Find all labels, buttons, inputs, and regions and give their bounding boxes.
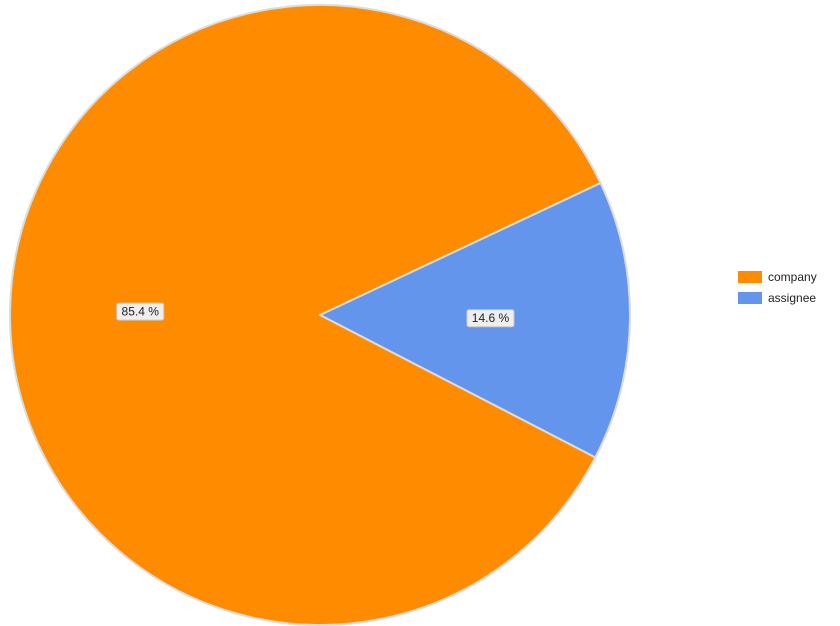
pie-slices — [9, 4, 631, 626]
data-label-text: 14.6 % — [472, 311, 510, 325]
chart-legend: company assignee — [738, 268, 838, 310]
legend-label-assignee: assignee — [768, 291, 817, 305]
legend-label-company: company — [768, 270, 817, 284]
pie-data-labels: 14.6 % 85.4 % — [116, 302, 515, 328]
legend-item-company: company — [738, 268, 838, 286]
data-label-box — [116, 302, 165, 321]
legend-item-assignee: assignee — [738, 289, 838, 307]
data-label-assignee: 14.6 % — [466, 309, 515, 328]
legend-swatch-company — [738, 271, 762, 283]
data-label-text: 85.4 % — [122, 305, 160, 319]
pie-slice-company — [9, 4, 602, 626]
data-label-box — [466, 309, 515, 328]
data-label-company: 85.4 % — [116, 302, 165, 321]
legend-swatch-assignee — [738, 292, 762, 304]
